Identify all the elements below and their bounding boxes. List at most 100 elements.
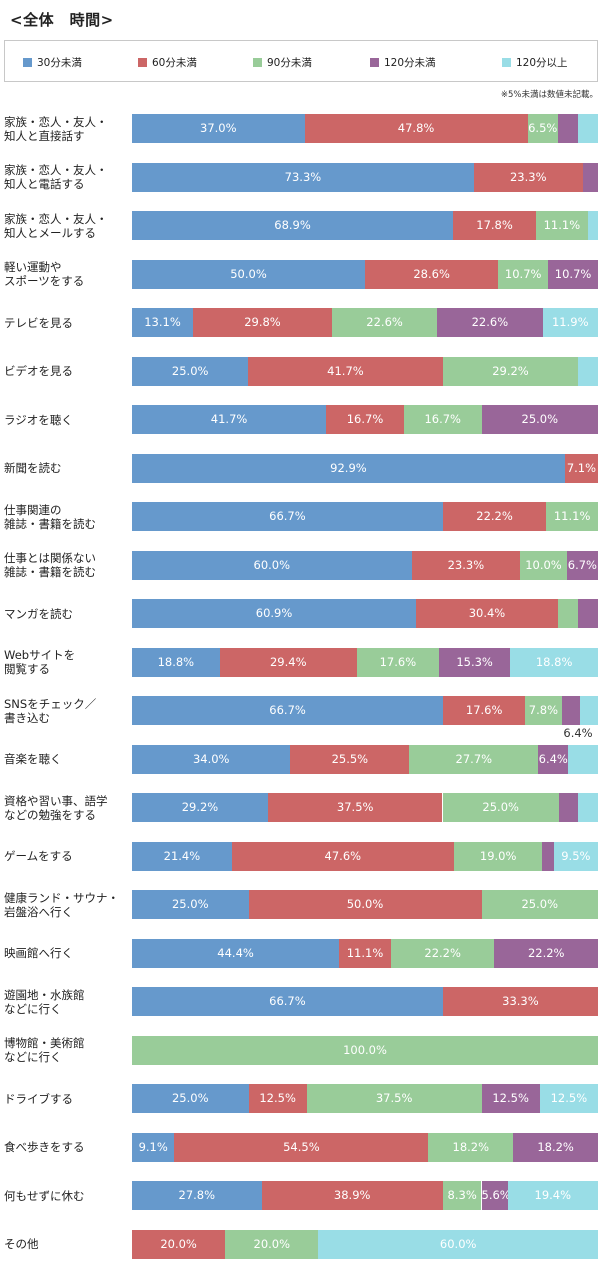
category-label: 資格や習い事、語学 などの勉強をする (4, 793, 108, 822)
bar-segment (132, 793, 268, 822)
bar-segment (409, 744, 539, 774)
category-label: テレビを見る (4, 315, 73, 330)
bar-segment (453, 211, 536, 240)
data-label: 30.4% (468, 606, 506, 620)
category-label: 映画館へ行く (4, 946, 73, 960)
bar-segment (132, 162, 474, 192)
data-label: 20.0% (160, 1236, 197, 1251)
data-label: 8.3% (447, 1188, 477, 1202)
data-label: 25.0% (521, 412, 559, 426)
category-label: 遊園地・水族館 などに行く (4, 987, 85, 1016)
category-label: 音楽を聴く (4, 752, 62, 766)
category-label: 軽い運動や スポーツをする (4, 260, 85, 288)
bar-segment (132, 890, 249, 919)
category-label: 家族・恋人・友人・ 知人と直接話す (4, 114, 108, 143)
data-label: 11.9% (551, 315, 589, 329)
chart-note: ※5%未満は数値未記載。 (500, 90, 598, 100)
data-label: 50.0% (230, 266, 267, 281)
data-label: 15.3% (456, 654, 493, 669)
bar-segment (132, 696, 444, 725)
bar-segment (132, 453, 565, 483)
bar-segment (582, 162, 598, 192)
bar-segment (557, 599, 578, 628)
data-label: 10.7% (554, 266, 592, 281)
bar-segment (539, 1084, 598, 1113)
data-label: 29.4% (269, 654, 307, 669)
bar-segment (558, 793, 579, 822)
bar-segment (174, 1132, 429, 1162)
bar-segment (494, 938, 598, 968)
bar-segment (553, 841, 598, 871)
bar-segment (481, 890, 598, 919)
data-label: 29.2% (181, 800, 219, 814)
bar-segment (542, 308, 598, 337)
bar-segment (577, 114, 598, 143)
data-label: 27.8% (178, 1188, 216, 1202)
data-label: 37.5% (375, 1091, 413, 1105)
bar-segment (481, 1084, 540, 1113)
bar-segment (132, 599, 417, 628)
bar-segment (193, 308, 332, 337)
data-label: 60.0% (439, 1236, 477, 1251)
bar-segment (132, 259, 365, 289)
category-label: 仕事とは関係ない 雑誌・書籍を読む (4, 551, 96, 579)
data-label: 22.6% (366, 315, 403, 329)
data-label: 21.4% (163, 848, 201, 863)
bar-segment (318, 1229, 598, 1259)
data-label: 12.5% (550, 1091, 588, 1105)
category-label: 博物館・美術館 などに行く (4, 1036, 85, 1064)
category-label: ドライブする (4, 1091, 73, 1106)
legend-label: 120分以上 (516, 57, 568, 69)
legend-label: 120分未満 (384, 57, 436, 69)
bar-segment (306, 1084, 482, 1113)
bar-segment (536, 211, 588, 240)
bar-segment (390, 938, 495, 968)
data-label: 33.3% (502, 994, 539, 1008)
bar-segment (132, 1132, 175, 1162)
data-label: 16.7% (424, 412, 461, 426)
data-label: 9.5% (561, 848, 591, 863)
chart-title: <全体 時間> (10, 11, 114, 29)
data-label: 73.3% (284, 169, 322, 184)
category-label: 仕事関連の 雑誌・書籍を読む (4, 502, 96, 531)
bar-segment (481, 405, 598, 434)
category-label: ゲームをする (4, 849, 73, 863)
bar-segment (442, 356, 579, 386)
data-label: 22.6% (471, 315, 509, 329)
bar-segment (578, 793, 598, 822)
data-label: 12.5% (492, 1091, 529, 1105)
data-label: 29.2% (492, 363, 529, 378)
bar-segment (132, 502, 443, 531)
data-label: 47.6% (324, 848, 362, 863)
data-label: 66.7% (269, 994, 306, 1008)
bar-segment (248, 890, 482, 919)
data-label: 25.0% (171, 1091, 209, 1105)
data-label: 41.7% (210, 412, 248, 426)
legend-swatch (23, 58, 32, 67)
data-label: 60.0% (253, 557, 291, 572)
bar-segment (132, 647, 220, 677)
data-label: 68.9% (274, 218, 311, 232)
data-label: 37.0% (200, 121, 237, 135)
category-label: マンガを読む (4, 606, 73, 621)
category-label: SNSをチェック／ 書き込む (4, 696, 97, 725)
bar-segment (442, 987, 598, 1016)
data-label: 25.0% (171, 363, 209, 378)
data-label: 9.1% (138, 1139, 168, 1154)
data-label: 18.8% (535, 654, 573, 669)
bar-segment (132, 114, 305, 143)
bar-segment (587, 211, 598, 240)
bar-segment (443, 696, 526, 725)
data-label: 60.9% (255, 606, 293, 620)
data-label: 23.3% (509, 169, 547, 184)
bar-segment (225, 1229, 319, 1259)
bar-segment (411, 550, 521, 580)
data-label: 38.9% (333, 1188, 371, 1202)
legend-label: 30分未満 (37, 57, 82, 69)
data-label: 7.1% (566, 460, 597, 475)
bar-segment (248, 1084, 307, 1113)
data-label: 7.8% (528, 703, 559, 717)
bar-segment (267, 793, 443, 822)
category-label: 家族・恋人・友人・ 知人とメールする (4, 211, 108, 240)
data-label: 44.4% (217, 945, 254, 960)
